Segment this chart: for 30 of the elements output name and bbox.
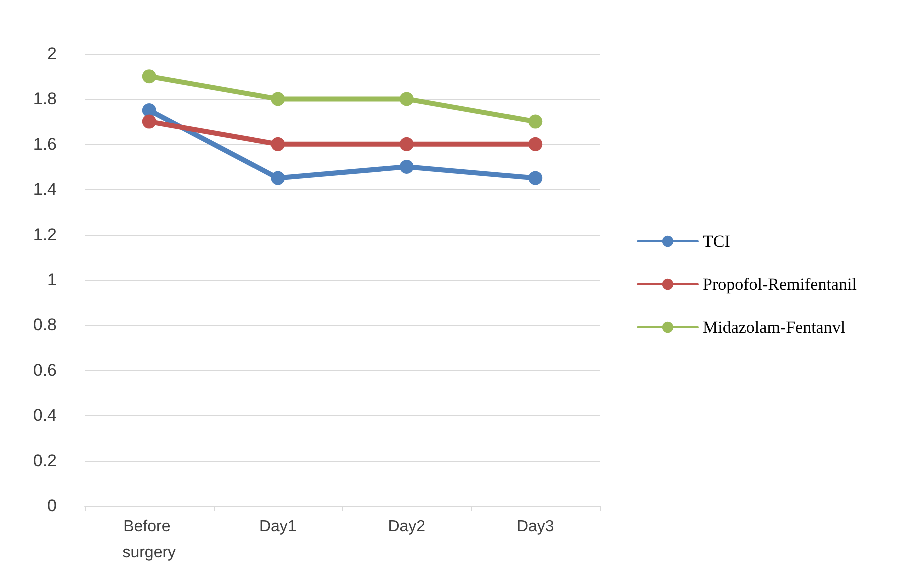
- point: [142, 70, 156, 84]
- y-tick-label: 0.4: [33, 406, 57, 426]
- point: [142, 104, 156, 118]
- point: [271, 171, 286, 186]
- y-tick-label: 1.4: [33, 180, 57, 200]
- point: [400, 137, 414, 152]
- point: [528, 114, 543, 129]
- legend-label: Propofol-Remifentanil: [703, 275, 858, 294]
- y-tick-label: 1.2: [33, 225, 57, 244]
- point: [142, 114, 156, 129]
- y-tick-label: 0: [48, 496, 57, 516]
- y-tick-label: 1.8: [33, 90, 57, 109]
- y-tick-label: 1: [48, 270, 57, 290]
- point: [528, 137, 543, 152]
- x-tick-label: Before surgery: [122, 518, 176, 562]
- point: [528, 171, 543, 186]
- point: [400, 160, 414, 174]
- legend-label: Midazolam-Fentanvl: [703, 318, 846, 337]
- y-tick-label: 0.8: [33, 316, 57, 335]
- x-tick-label: Day3: [516, 518, 554, 536]
- x-tick-label: Day2: [388, 518, 426, 536]
- y-tick-label: 1.6: [33, 134, 57, 154]
- legend-label: TCI: [703, 232, 731, 251]
- x-tick-label: Day1: [259, 518, 297, 536]
- point: [271, 137, 286, 152]
- y-tick-label: 0.2: [33, 451, 57, 470]
- y-tick-label: 0.6: [33, 360, 57, 380]
- y-tick-label: 2: [48, 44, 57, 64]
- point: [271, 92, 286, 106]
- point: [400, 92, 414, 106]
